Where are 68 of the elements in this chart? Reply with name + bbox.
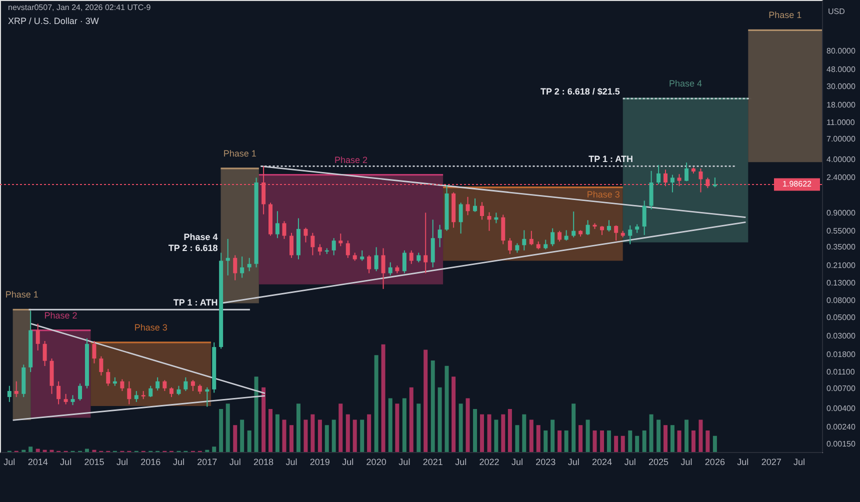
- y-tick-label: 11.0000: [826, 118, 856, 128]
- y-tick-label: 18.0000: [826, 100, 856, 110]
- x-tick-label: Jul: [624, 457, 636, 467]
- y-tick-label: 0.01100: [826, 368, 856, 377]
- x-tick-label: Jul: [568, 457, 580, 467]
- y-tick-label: 0.00400: [826, 404, 856, 414]
- x-tick-label: 2025: [648, 457, 669, 467]
- y-axis-title: USD: [828, 7, 846, 16]
- x-tick-label: Jul: [342, 457, 354, 467]
- x-tick-label: Jul: [398, 457, 410, 467]
- x-tick-label: Jul: [455, 457, 467, 467]
- series-label: Phase 3: [134, 322, 168, 332]
- series-label: Phase 2: [334, 154, 368, 165]
- y-tick-label: 0.21000: [826, 261, 856, 270]
- ref-line-label: 1.98622: [782, 180, 812, 189]
- y-tick-label: 0.90000: [826, 208, 856, 218]
- x-tick-label: Jul: [60, 457, 72, 467]
- annotation: TP 2 : 6.618 / $21.5: [540, 86, 620, 97]
- y-tick-label: 0.03000: [826, 331, 856, 340]
- y-tick-label: 4.00000: [826, 154, 856, 164]
- series-label: Phase 1: [5, 290, 38, 300]
- annotation: TP 1 : ATH: [588, 154, 634, 164]
- annotation: Phase 4: [184, 232, 218, 242]
- x-tick-label: 2019: [310, 457, 330, 467]
- x-tick-label: 2015: [84, 457, 104, 467]
- x-tick-label: 2027: [761, 457, 782, 467]
- series-label: Phase 4: [669, 78, 702, 89]
- y-tick-label: 0.05000: [826, 312, 856, 322]
- y-tick-label: 0.00240: [826, 422, 856, 432]
- annotation: TP 2 : 6.618: [168, 243, 218, 254]
- y-tick-label: 0.13000: [826, 278, 856, 288]
- x-tick-label: Jul: [229, 457, 241, 467]
- x-tick-label: Jul: [737, 457, 749, 467]
- y-tick-label: 0.55000: [826, 226, 856, 236]
- x-tick-label: 2021: [422, 457, 443, 467]
- series-label: Phase 1: [223, 148, 256, 158]
- y-tick-label: 0.08000: [826, 296, 856, 305]
- x-tick-label: Jul: [116, 457, 128, 467]
- x-tick-label: Jul: [680, 457, 692, 467]
- y-tick-label: 80.0000: [826, 46, 856, 56]
- x-tick-label: Jul: [172, 457, 184, 467]
- x-tick-label: 2014: [28, 457, 48, 467]
- y-tick-label: 2.40000: [826, 173, 856, 182]
- y-tick-label: 30.0000: [826, 82, 856, 92]
- x-tick-label: 2023: [536, 457, 556, 467]
- x-tick-label: 2016: [140, 457, 161, 467]
- y-tick-label: 48.0000: [826, 65, 856, 74]
- x-tick-label: 2026: [704, 457, 725, 467]
- y-tick-label: 7.00000: [826, 134, 856, 144]
- y-tick-label: 0.35000: [826, 242, 856, 252]
- x-tick-label: Jul: [286, 457, 298, 467]
- text: XRP / U.S. Dollar · 3W: [8, 16, 100, 26]
- x-tick-label: 2022: [479, 457, 500, 467]
- series-label: Phase 3: [586, 189, 620, 200]
- x-tick-label: 2017: [197, 457, 218, 467]
- x-tick-label: 2018: [254, 457, 274, 467]
- x-tick-label: Jul: [511, 457, 523, 467]
- annotation: TP 1 : ATH: [173, 298, 218, 308]
- x-tick-label: 2020: [366, 457, 386, 467]
- y-tick-label: 0.00150: [826, 439, 856, 448]
- series-label: Phase 1: [768, 10, 802, 20]
- series-label: Phase 2: [44, 310, 78, 320]
- x-tick-label: 2024: [592, 457, 612, 467]
- x-tick-label: Jul: [794, 457, 806, 467]
- y-tick-label: 0.01800: [826, 350, 856, 359]
- y-tick-label: 0.00700: [826, 384, 856, 393]
- annotation: nevstar0507, Jan 24, 2026 02:41 UTC-9: [8, 3, 152, 12]
- x-tick-label: Jul: [4, 457, 16, 467]
